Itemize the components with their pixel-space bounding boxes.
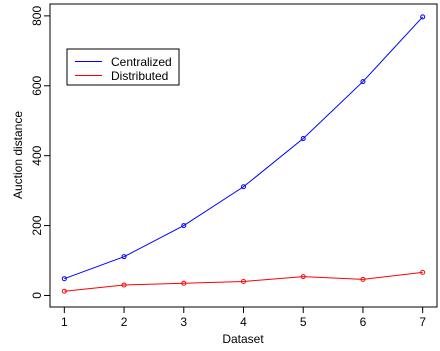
- data-point-distributed: [300, 274, 306, 280]
- y-tick-label: 600: [30, 75, 44, 95]
- y-axis: 0 200 400 600 800: [30, 6, 50, 299]
- data-point-centralized: [181, 223, 187, 229]
- y-tick-label: 200: [30, 215, 44, 235]
- series-layer: [61, 14, 426, 294]
- y-tick-label: 800: [30, 6, 44, 26]
- x-tick-label: 1: [61, 315, 68, 329]
- y-axis-label: Auction distance: [11, 111, 25, 199]
- data-point-distributed: [61, 288, 67, 294]
- legend: Centralized Distributed: [66, 48, 180, 86]
- data-point-centralized: [121, 254, 127, 260]
- series-line-centralized: [64, 16, 424, 280]
- series-line-distributed: [64, 271, 423, 292]
- data-point-centralized: [360, 79, 366, 85]
- data-point-centralized: [241, 184, 246, 190]
- x-tick-label: 3: [180, 315, 187, 329]
- data-point-centralized: [61, 276, 67, 282]
- data-point-distributed: [181, 280, 187, 286]
- x-tick-label: 4: [240, 315, 247, 329]
- legend-label-distributed: Distributed: [111, 69, 168, 83]
- x-tick-label: 7: [419, 315, 426, 329]
- x-axis-label: Dataset: [222, 332, 264, 346]
- data-point-centralized: [420, 14, 426, 20]
- legend-label-centralized: Centralized: [111, 55, 172, 69]
- x-axis: 1 2 3 4 5 6 7: [61, 307, 426, 329]
- legend-box: [66, 48, 180, 86]
- x-tick-label: 6: [360, 315, 367, 329]
- data-point-distributed: [121, 282, 127, 288]
- y-tick-label: 0: [30, 292, 44, 299]
- x-tick-label: 5: [300, 315, 307, 329]
- x-tick-label: 2: [121, 315, 128, 329]
- data-point-centralized: [300, 136, 306, 142]
- y-tick-label: 400: [30, 145, 44, 165]
- data-point-distributed: [241, 278, 246, 284]
- data-point-distributed: [360, 276, 366, 282]
- data-point-distributed: [420, 269, 426, 275]
